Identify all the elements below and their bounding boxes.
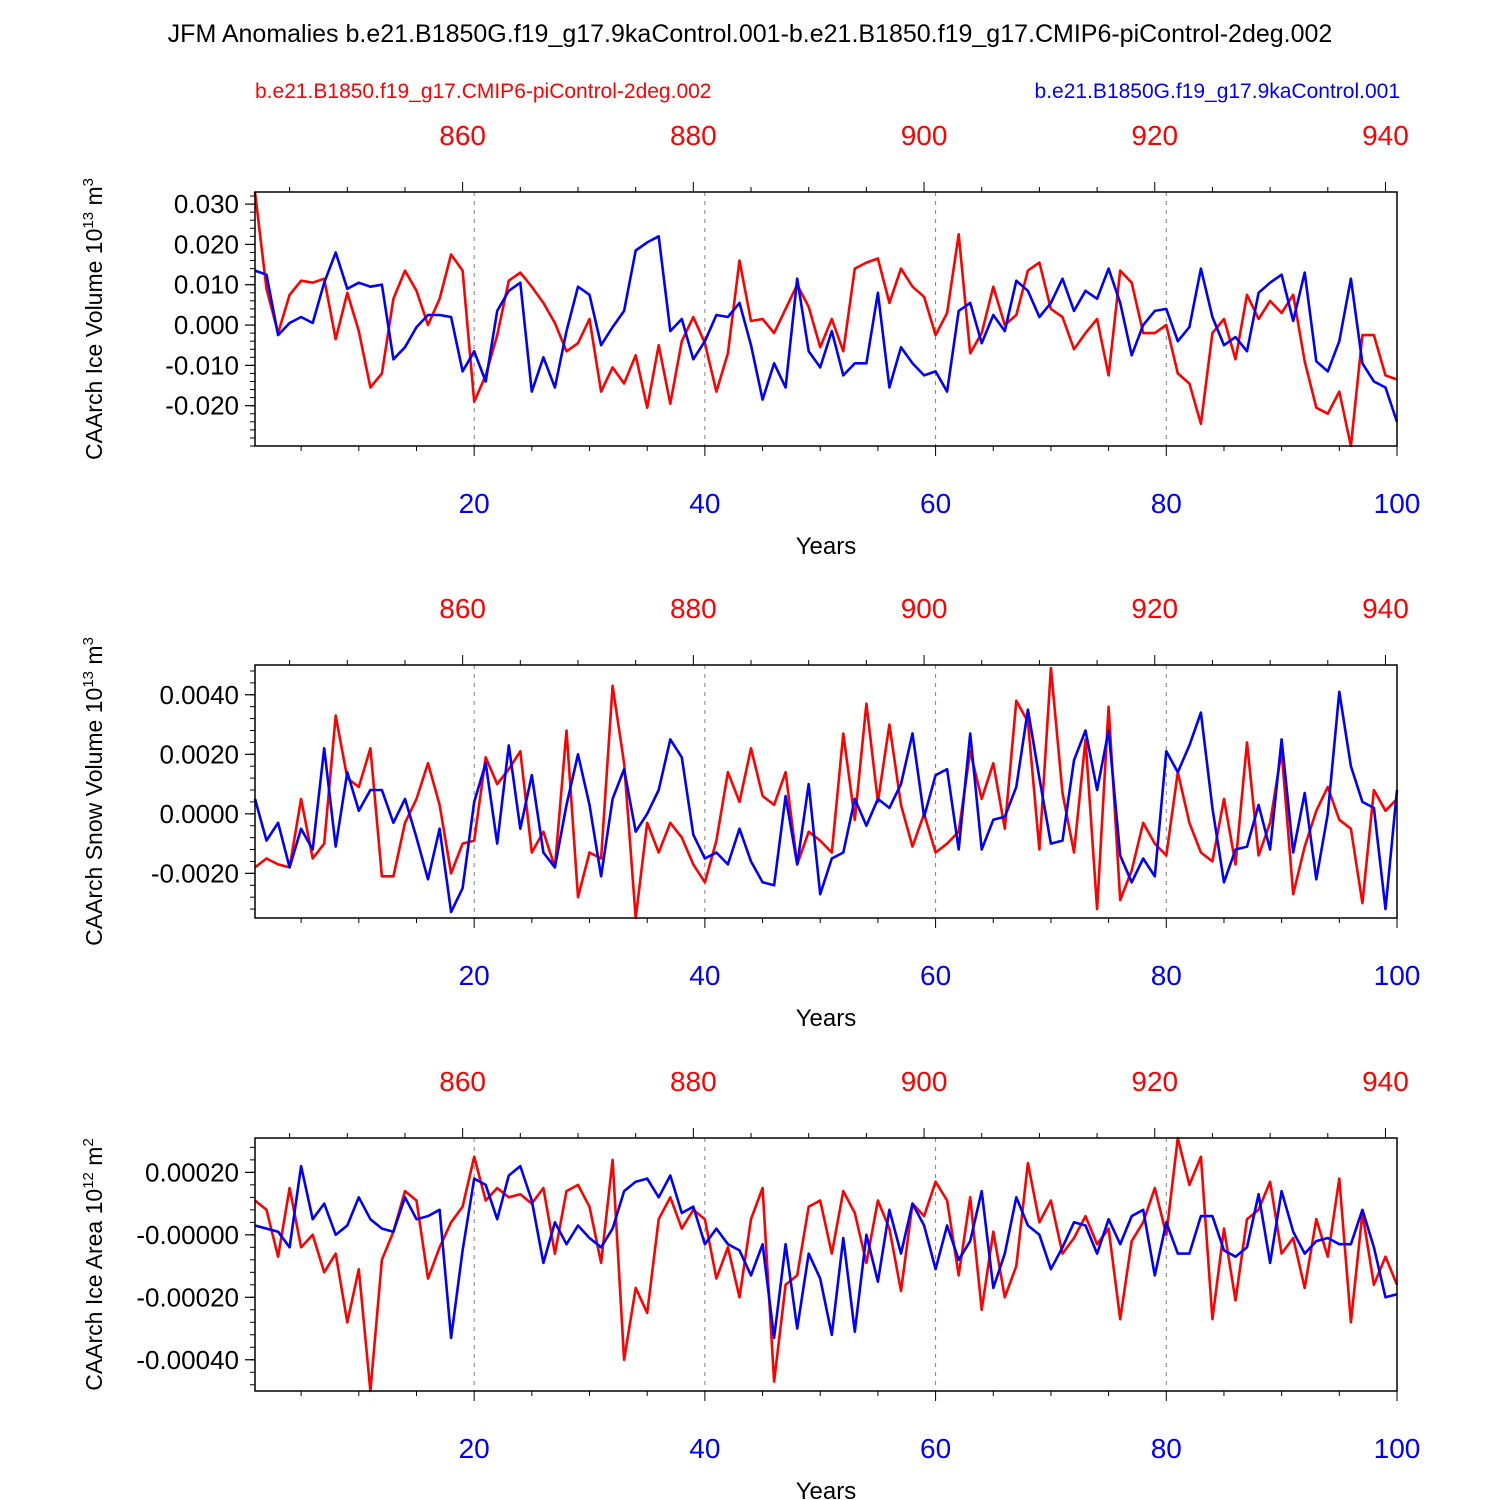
y-tick-label: -0.00000 — [136, 1220, 239, 1250]
y-tick-label: 0.0020 — [159, 739, 239, 769]
x-bottom-tick-label: 60 — [920, 1433, 951, 1464]
x-top-tick-label: 940 — [1362, 1066, 1409, 1097]
x-top-tick-label: 920 — [1131, 120, 1178, 151]
x-top-tick-label: 880 — [670, 1066, 717, 1097]
y-tick-label: 0.020 — [174, 229, 239, 259]
y-tick-label: 0.030 — [174, 189, 239, 219]
y-tick-label: -0.00020 — [136, 1282, 239, 1312]
y-axis-label: CAArch Snow Volume 1013 m3 — [80, 637, 107, 946]
y-tick-label: 0.000 — [174, 310, 239, 340]
legend-red-label: b.e21.B1850.f19_g17.CMIP6-piControl-2deg… — [255, 80, 712, 103]
x-bottom-tick-label: 40 — [689, 960, 720, 991]
y-axis-label: CAArch Ice Volume 1013 m3 — [80, 178, 107, 460]
x-top-tick-label: 920 — [1131, 593, 1178, 624]
x-top-tick-label: 880 — [670, 593, 717, 624]
x-bottom-tick-label: 20 — [459, 960, 490, 991]
x-bottom-tick-label: 80 — [1151, 488, 1182, 519]
panel-3: 0.00020 -0.00000 -0.00020 -0.00040 20 40 60 80 1… — [80, 1066, 1420, 1500]
x-bottom-tick-label: 20 — [459, 488, 490, 519]
x-top-tick-label: 900 — [901, 593, 948, 624]
x-bottom-tick-label: 100 — [1374, 1433, 1421, 1464]
x-top-tick-label: 860 — [439, 120, 486, 151]
x-bottom-tick-label: 100 — [1374, 960, 1421, 991]
series-line-red — [254, 666, 1398, 920]
x-top-tick-label: 880 — [670, 120, 717, 151]
plot-frame — [254, 664, 1398, 919]
x-bottom-tick-label: 60 — [920, 960, 951, 991]
series-line-red — [254, 1136, 1399, 1393]
x-top-tick-label: 940 — [1362, 120, 1409, 151]
x-top-tick-label: 920 — [1131, 1066, 1178, 1097]
y-tick-label: 0.0040 — [159, 680, 239, 710]
y-tick-label: -0.00040 — [136, 1345, 239, 1375]
y-tick-label: -0.010 — [165, 350, 239, 380]
y-tick-label: 0.00020 — [145, 1157, 239, 1187]
x-bottom-tick-label: 80 — [1151, 960, 1182, 991]
series-line-blue — [253, 690, 1399, 914]
y-tick-label: 0.0000 — [159, 799, 239, 829]
x-bottom-tick-label: 20 — [459, 1433, 490, 1464]
y-tick-label: -0.0020 — [151, 858, 239, 888]
x-axis-label: Years — [796, 1005, 857, 1032]
x-top-tick-label: 860 — [439, 1066, 486, 1097]
x-axis-label: Years — [796, 1478, 857, 1500]
x-bottom-tick-label: 80 — [1151, 1433, 1182, 1464]
x-top-tick-label: 900 — [901, 120, 948, 151]
x-top-tick-label: 900 — [901, 1066, 948, 1097]
x-bottom-tick-label: 100 — [1374, 488, 1421, 519]
x-bottom-tick-label: 40 — [689, 488, 720, 519]
x-axis-label: Years — [796, 533, 857, 560]
panel-1: 0.030 0.020 0.010 0.000 -0.010 -0.020 20 40 60 80… — [80, 120, 1420, 560]
series-line-blue — [254, 1164, 1398, 1340]
x-top-tick-label: 860 — [439, 593, 486, 624]
panel-2: 0.0040 0.0020 0.0000 -0.0020 20 40 60 80 100 860 8… — [80, 593, 1420, 1032]
x-top-tick-label: 940 — [1362, 593, 1409, 624]
chart-title: JFM Anomalies b.e21.B1850G.f19_g17.9kaCo… — [167, 20, 1333, 48]
y-axis-label: CAArch Ice Area 1012 m2 — [80, 1138, 107, 1391]
plot-frame — [254, 1137, 1398, 1392]
legend-blue-label: b.e21.B1850G.f19_g17.9kaControl.001 — [1034, 80, 1400, 103]
series-line-red — [253, 191, 1398, 448]
plot-frame — [254, 191, 1398, 447]
series-line-blue — [254, 235, 1399, 423]
y-tick-label: 0.010 — [174, 270, 239, 300]
y-tick-label: -0.020 — [165, 391, 239, 421]
x-bottom-tick-label: 60 — [920, 488, 951, 519]
x-bottom-tick-label: 40 — [689, 1433, 720, 1464]
